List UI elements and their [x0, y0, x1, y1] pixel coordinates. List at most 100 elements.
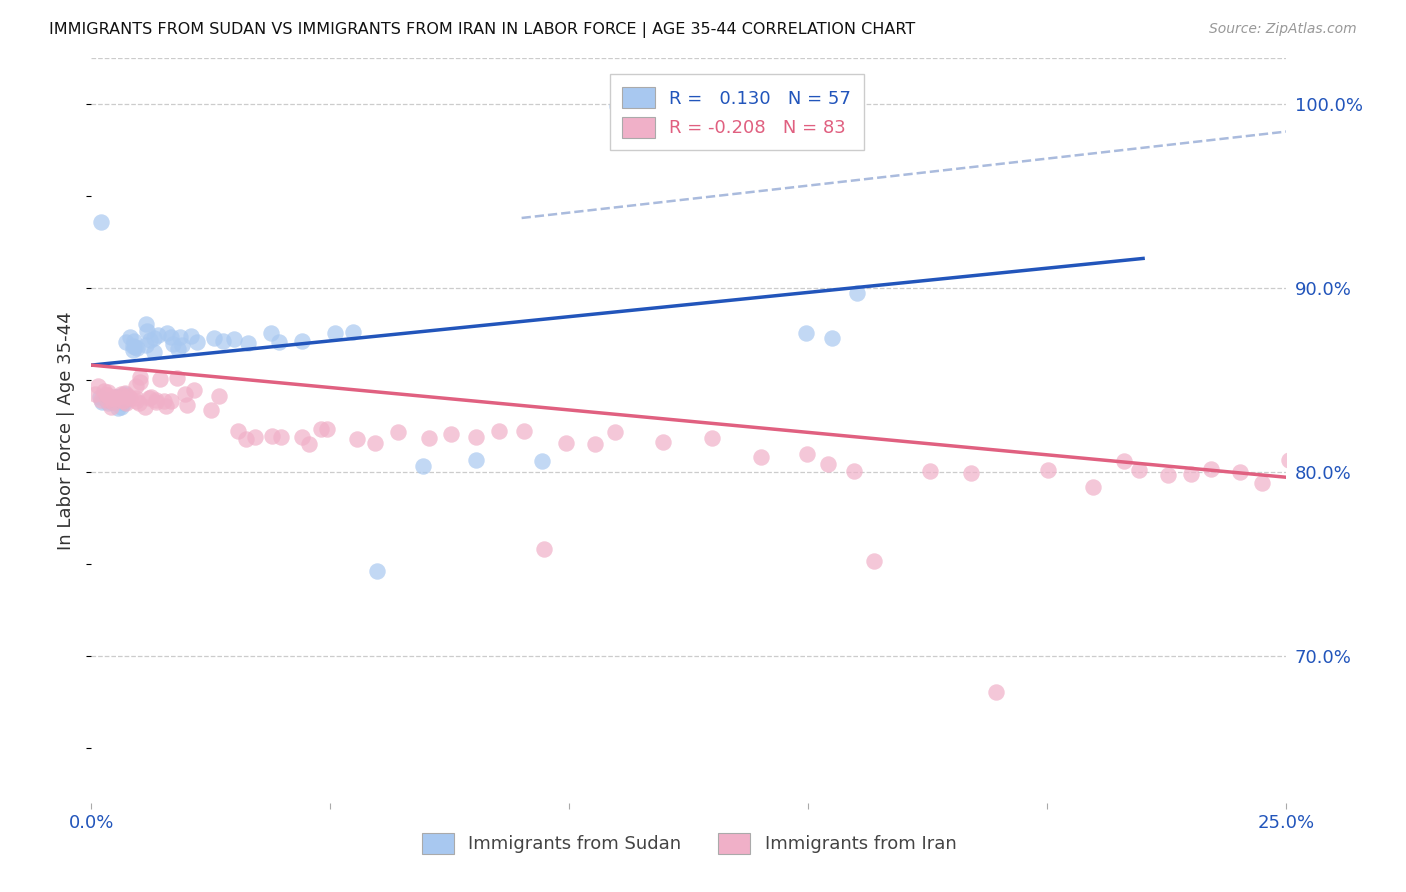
Point: [129, 375, 152, 389]
Point: [269, 335, 291, 350]
Point: [555, 435, 578, 450]
Point: [309, 422, 332, 436]
Point: [1112, 454, 1135, 468]
Point: [180, 329, 202, 343]
Point: [120, 330, 142, 344]
Point: [1180, 467, 1202, 481]
Point: [153, 393, 176, 408]
Point: [245, 430, 267, 444]
Point: [700, 431, 723, 445]
Point: [96, 392, 118, 407]
Point: [817, 457, 839, 471]
Point: [440, 427, 463, 442]
Point: [387, 425, 409, 439]
Point: [160, 394, 183, 409]
Point: [149, 371, 172, 385]
Point: [794, 326, 817, 340]
Point: [169, 330, 191, 344]
Point: [167, 342, 190, 356]
Point: [139, 390, 162, 404]
Point: [821, 331, 844, 345]
Point: [128, 370, 150, 384]
Point: [238, 336, 260, 351]
Point: [200, 402, 222, 417]
Point: [111, 389, 134, 403]
Point: [212, 334, 235, 348]
Point: [222, 332, 245, 346]
Text: Source: ZipAtlas.com: Source: ZipAtlas.com: [1209, 22, 1357, 37]
Point: [270, 429, 292, 443]
Point: [127, 341, 149, 355]
Point: [162, 337, 184, 351]
Point: [97, 395, 120, 409]
Point: [703, 87, 725, 101]
Point: [1128, 462, 1150, 476]
Point: [143, 331, 166, 345]
Point: [513, 424, 536, 438]
Point: [364, 436, 387, 450]
Point: [111, 393, 134, 408]
Point: [104, 393, 127, 408]
Point: [160, 329, 183, 343]
Point: [117, 389, 139, 403]
Point: [87, 379, 110, 393]
Point: [115, 396, 138, 410]
Point: [111, 393, 134, 408]
Point: [139, 334, 162, 348]
Point: [1081, 480, 1104, 494]
Point: [960, 467, 983, 481]
Point: [202, 331, 225, 345]
Point: [1036, 462, 1059, 476]
Point: [103, 392, 125, 406]
Point: [125, 378, 148, 392]
Point: [186, 334, 208, 349]
Point: [97, 385, 120, 400]
Point: [135, 318, 157, 332]
Point: [100, 400, 122, 414]
Point: [173, 387, 195, 401]
Point: [103, 392, 125, 406]
Point: [114, 387, 136, 401]
Point: [166, 370, 188, 384]
Point: [125, 392, 148, 406]
Point: [146, 327, 169, 342]
Point: [172, 338, 194, 352]
Point: [145, 394, 167, 409]
Point: [412, 459, 434, 474]
Point: [316, 422, 339, 436]
Point: [107, 401, 129, 415]
Point: [606, 99, 628, 113]
Point: [1229, 466, 1251, 480]
Point: [918, 464, 941, 478]
Point: [298, 437, 321, 451]
Point: [183, 383, 205, 397]
Point: [235, 432, 257, 446]
Point: [1157, 468, 1180, 483]
Point: [346, 433, 368, 447]
Point: [110, 401, 132, 415]
Point: [603, 425, 626, 439]
Point: [97, 393, 120, 408]
Point: [122, 339, 145, 353]
Text: IMMIGRANTS FROM SUDAN VS IMMIGRANTS FROM IRAN IN LABOR FORCE | AGE 35-44 CORRELA: IMMIGRANTS FROM SUDAN VS IMMIGRANTS FROM…: [49, 22, 915, 38]
Point: [749, 450, 772, 464]
Point: [530, 454, 553, 468]
Point: [115, 391, 138, 405]
Point: [533, 542, 555, 557]
Point: [342, 325, 364, 339]
Point: [138, 391, 160, 405]
Point: [90, 215, 112, 229]
Point: [156, 326, 179, 340]
Point: [118, 392, 141, 406]
Point: [115, 335, 138, 350]
Point: [259, 326, 281, 341]
Point: [652, 434, 675, 449]
Point: [583, 436, 606, 450]
Point: [112, 396, 135, 410]
Point: [207, 389, 229, 403]
Legend: Immigrants from Sudan, Immigrants from Iran: Immigrants from Sudan, Immigrants from I…: [415, 825, 963, 861]
Point: [104, 390, 127, 404]
Point: [100, 395, 122, 409]
Point: [93, 384, 115, 398]
Point: [464, 453, 486, 467]
